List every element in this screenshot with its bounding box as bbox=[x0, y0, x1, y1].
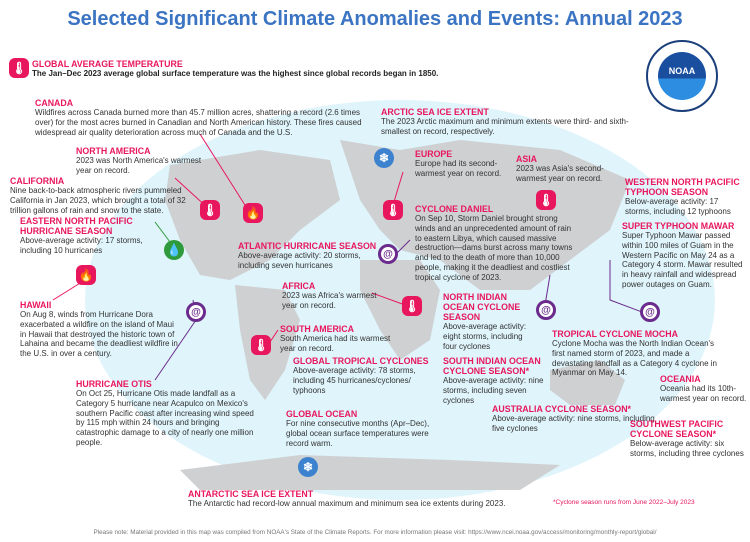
callout-global-temp: Global Average Temperature The Jan–Dec 20… bbox=[32, 59, 732, 79]
callout-text: Wildfires across Canada burned more than… bbox=[35, 108, 362, 137]
callout-australia: Australia Cyclone Season* Above-average a… bbox=[492, 404, 657, 434]
callout-heading: Hurricane Otis bbox=[76, 379, 152, 389]
callout-enp-hurricane: Eastern North Pacific Hurricane Season Ab… bbox=[20, 216, 150, 256]
callout-global-ocean: Global Ocean For nine consecutive months … bbox=[286, 409, 436, 448]
thermometer-icon: 🌡 bbox=[251, 335, 271, 355]
callout-text: Europe had its second-warmest year on re… bbox=[415, 159, 502, 178]
hurricane-icon: @ bbox=[186, 302, 206, 322]
callout-heading: South America bbox=[280, 324, 354, 334]
callout-heading: Arctic Sea Ice Extent bbox=[381, 107, 489, 117]
callout-text: Below-average activity: six storms, incl… bbox=[630, 439, 744, 458]
callout-text: The Jan–Dec 2023 average global surface … bbox=[32, 69, 439, 78]
callout-text: Above-average activity: nine storms, inc… bbox=[443, 376, 544, 405]
callout-text: Above-average activity: nine storms, inc… bbox=[492, 414, 655, 433]
callout-south-indian: South Indian Ocean Cyclone Season* Above-… bbox=[443, 356, 548, 405]
callout-heading: Asia bbox=[516, 154, 538, 164]
callout-otis: Hurricane Otis On Oct 25, Hurricane Otis … bbox=[76, 379, 254, 448]
fire-icon: 🔥 bbox=[243, 203, 263, 223]
callout-text: South America had its warmest year on re… bbox=[280, 334, 391, 353]
callout-text: Nine back-to-back atmospheric rivers pum… bbox=[10, 186, 186, 215]
callout-text: Below-average activity: 17 storms, inclu… bbox=[625, 197, 731, 216]
callout-california: California Nine back-to-back atmospheric … bbox=[10, 176, 188, 215]
callout-heading: Southwest Pacific Cyclone Season* bbox=[630, 419, 724, 439]
hurricane-icon: @ bbox=[640, 302, 660, 322]
callout-heading: Cyclone Daniel bbox=[415, 204, 494, 214]
callout-text: For nine consecutive months (Apr–Dec), g… bbox=[286, 419, 430, 448]
callout-heading: Africa bbox=[282, 281, 316, 291]
callout-hawaii: Hawaii On Aug 8, winds from Hurricane Dor… bbox=[20, 300, 178, 359]
callout-sw-pacific: Southwest Pacific Cyclone Season* Below-a… bbox=[630, 419, 745, 459]
callout-heading: California bbox=[10, 176, 65, 186]
callout-text: 2023 was North America's warmest year on… bbox=[76, 156, 202, 175]
callout-heading: Canada bbox=[35, 98, 74, 108]
callout-mawar: Super Typhoon Mawar Super Typhoon Mawar p… bbox=[622, 221, 744, 290]
callout-text: The 2023 Arctic maximum and minimum exte… bbox=[381, 117, 629, 136]
callout-north-america: North America 2023 was North America's wa… bbox=[76, 146, 211, 176]
callout-europe: Europe Europe had its second-warmest year… bbox=[415, 149, 510, 179]
callout-heading: Antarctic Sea Ice Extent bbox=[188, 489, 314, 499]
callout-text: On Aug 8, winds from Hurricane Dora exac… bbox=[20, 310, 178, 359]
callout-oceania: Oceania Oceania had its 10th-warmest year… bbox=[660, 374, 748, 404]
callout-heading: Europe bbox=[415, 149, 453, 159]
callout-heading: North America bbox=[76, 146, 151, 156]
callout-text: Above-average activity: 20 storms, inclu… bbox=[238, 251, 361, 270]
callout-canada: Canada Wildfires across Canada burned mor… bbox=[35, 98, 380, 137]
callout-daniel: Cyclone Daniel On Sep 10, Storm Daniel br… bbox=[415, 204, 575, 283]
callout-text: Super Typhoon Mawar passed within 100 mi… bbox=[622, 231, 743, 289]
callout-text: The Antarctic had record-low annual maxi… bbox=[188, 499, 506, 508]
callout-heading: Western North Pacific Typhoon Season bbox=[625, 177, 740, 197]
thermometer-icon: 🌡 bbox=[9, 58, 29, 78]
callout-heading: Global Average Temperature bbox=[32, 59, 183, 69]
callout-text: On Sep 10, Storm Daniel brought strong w… bbox=[415, 214, 573, 282]
callout-text: 2023 was Africa's warmest year on record… bbox=[282, 291, 377, 310]
callout-heading: Australia Cyclone Season* bbox=[492, 404, 631, 414]
callout-arctic: Arctic Sea Ice Extent The 2023 Arctic max… bbox=[381, 107, 641, 137]
callout-text: Oceania had its 10th-warmest year on rec… bbox=[660, 384, 747, 403]
callout-text: On Oct 25, Hurricane Otis made landfall … bbox=[76, 389, 254, 447]
hurricane-icon: @ bbox=[536, 300, 556, 320]
thermometer-icon: 🌡 bbox=[402, 296, 422, 316]
footnote: *Cyclone season runs from June 2022–July… bbox=[553, 499, 695, 506]
callout-text: Above-average activity: 17 storms, inclu… bbox=[20, 236, 143, 255]
callout-atlantic: Atlantic Hurricane Season Above-average a… bbox=[238, 241, 383, 271]
thermometer-icon: 🌡 bbox=[200, 200, 220, 220]
callout-heading: Hawaii bbox=[20, 300, 52, 310]
callout-text: Above-average activity: eight storms, in… bbox=[443, 322, 527, 351]
source-note: Please note: Material provided in this m… bbox=[93, 529, 657, 536]
thermometer-icon: 🌡 bbox=[383, 200, 403, 220]
callout-text: Cyclone Mocha was the North Indian Ocean… bbox=[552, 339, 717, 378]
callout-heading: Global Ocean bbox=[286, 409, 358, 419]
sea-ice-icon: ❄ bbox=[374, 148, 394, 168]
callout-asia: Asia 2023 was Asia's second-warmest year … bbox=[516, 154, 620, 184]
callout-mocha: Tropical Cyclone Mocha Cyclone Mocha was … bbox=[552, 329, 727, 378]
callout-heading: North Indian Ocean Cyclone Season bbox=[443, 292, 521, 322]
logo-text: NOAA bbox=[668, 66, 696, 76]
callout-heading: Super Typhoon Mawar bbox=[622, 221, 735, 231]
fire-icon: 🔥 bbox=[76, 265, 96, 285]
noaa-logo: NOAA bbox=[646, 40, 718, 112]
callout-heading: Eastern North Pacific Hurricane Season bbox=[20, 216, 133, 236]
callout-heading: Atlantic Hurricane Season bbox=[238, 241, 377, 251]
callout-africa: Africa 2023 was Africa's warmest year on … bbox=[282, 281, 394, 311]
sea-ice-icon: ❄ bbox=[298, 457, 318, 477]
callout-text: Above-average activity: 78 storms, inclu… bbox=[293, 366, 416, 395]
callout-wnp-typhoon: Western North Pacific Typhoon Season Belo… bbox=[625, 177, 745, 217]
page-title: Selected Significant Climate Anomalies a… bbox=[67, 8, 683, 30]
callout-heading: Tropical Cyclone Mocha bbox=[552, 329, 678, 339]
callout-heading: Oceania bbox=[660, 374, 701, 384]
hurricane-icon: @ bbox=[378, 244, 398, 264]
callout-text: 2023 was Asia's second-warmest year on r… bbox=[516, 164, 604, 183]
callout-south-america: South America South America had its warme… bbox=[280, 324, 395, 354]
rain-icon: 💧 bbox=[164, 240, 184, 260]
callout-heading: South Indian Ocean Cyclone Season* bbox=[443, 356, 541, 376]
callout-antarctic: Antarctic Sea Ice Extent The Antarctic ha… bbox=[188, 489, 548, 509]
callout-north-indian: North Indian Ocean Cyclone Season Above-a… bbox=[443, 292, 531, 351]
thermometer-icon: 🌡 bbox=[536, 190, 556, 210]
